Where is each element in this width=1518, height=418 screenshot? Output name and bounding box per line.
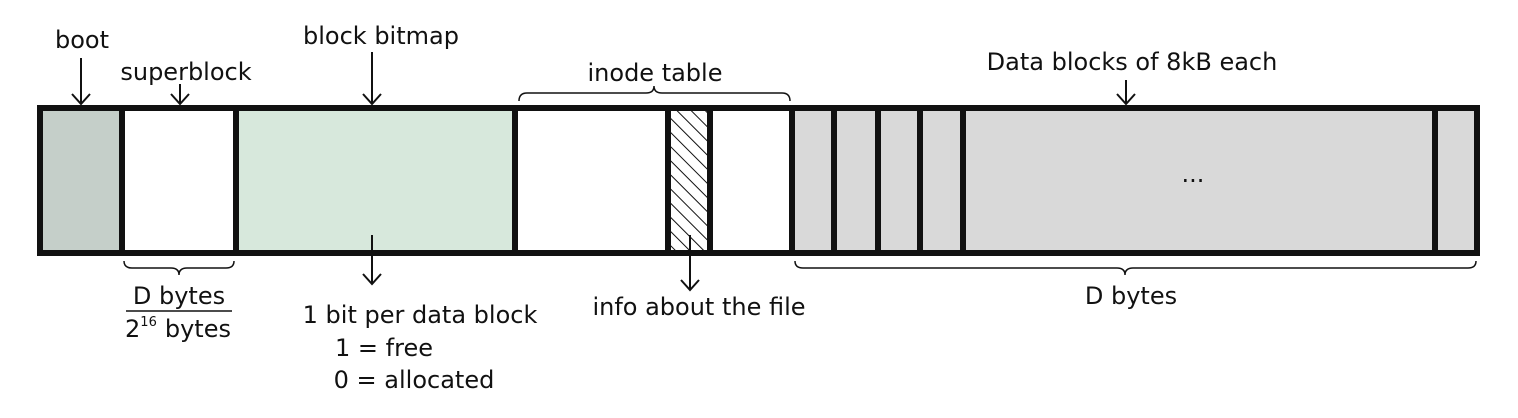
superblock-size-numerator: D bytes (133, 282, 225, 310)
superblock-region (122, 108, 236, 253)
superblock-label: superblock (120, 58, 251, 86)
bitmap-desc-line3: 0 = allocated (334, 366, 495, 394)
superblock-arrow (170, 84, 190, 106)
block-bitmap-label: block bitmap (303, 22, 459, 50)
data-blocks-arrow (1116, 80, 1136, 106)
braces (123, 85, 1477, 276)
boot-arrow (71, 58, 91, 106)
bitmap-desc-line1: 1 bit per data block (303, 301, 538, 329)
superblock-size-brace (123, 260, 235, 276)
disk-outline (37, 105, 1480, 256)
data-blocks-region (792, 108, 1477, 253)
data-size-label: D bytes (1085, 282, 1177, 310)
inode-table-brace (518, 85, 791, 102)
superblock-size-denominator: 216 bytes (125, 315, 231, 343)
boot-region (40, 108, 122, 253)
inode-table-label: inode table (588, 59, 723, 87)
block-bitmap-region (236, 108, 515, 253)
inode-region-2 (710, 108, 792, 253)
bitmap-desc-line2: 1 = free (335, 334, 433, 362)
inode-region-1 (515, 108, 668, 253)
arrows (71, 52, 1136, 292)
inode-desc-label: info about the file (592, 293, 805, 321)
data-ellipsis: ... (1182, 160, 1205, 188)
inode-hatched-entry (668, 108, 710, 253)
inode-desc-arrow (680, 235, 700, 292)
block-bitmap-arrow (362, 52, 382, 106)
bitmap-desc-arrow (362, 235, 382, 286)
boot-label: boot (55, 26, 109, 54)
block-dividers (119, 108, 1438, 253)
data-size-brace (794, 260, 1477, 276)
data-blocks-label: Data blocks of 8kB each (987, 48, 1278, 76)
